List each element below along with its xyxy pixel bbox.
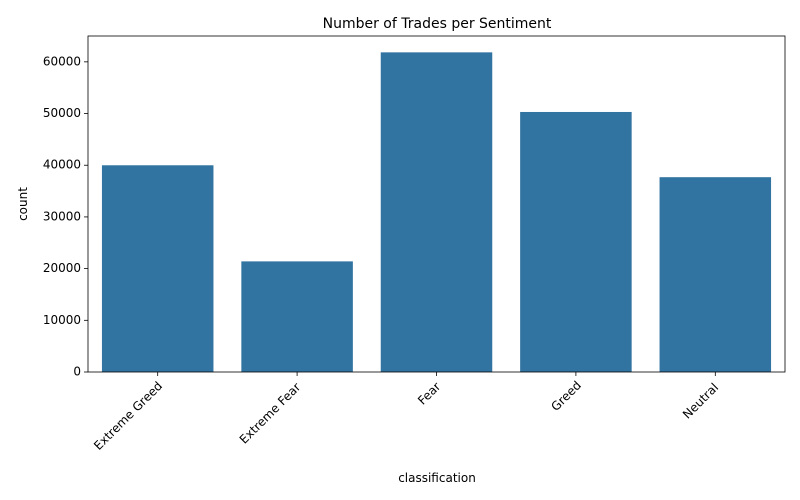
y-tick-label: 30000 xyxy=(43,209,81,223)
bar-fear xyxy=(380,52,493,372)
y-tick-label: 50000 xyxy=(43,106,81,120)
x-tick-label: Extreme Greed xyxy=(91,379,165,453)
x-axis-label: classification xyxy=(398,471,476,485)
bars-group xyxy=(101,52,772,373)
chart-title: Number of Trades per Sentiment xyxy=(323,16,552,32)
plot-frame xyxy=(87,35,786,373)
x-axis-ticks: Extreme Greed Extreme Fear Fear Greed Neutra… xyxy=(91,372,721,453)
x-tick-label: Extreme Fear xyxy=(237,380,304,447)
bar-extreme-greed xyxy=(101,165,214,372)
y-tick-label: 60000 xyxy=(43,54,81,68)
y-tick-label: 0 xyxy=(73,365,81,379)
bar-greed xyxy=(520,111,632,373)
bar-extreme-fear xyxy=(241,261,353,372)
x-tick-label: Neutral xyxy=(680,380,721,421)
x-tick-label: Greed xyxy=(548,378,584,414)
y-tick-label: 20000 xyxy=(43,261,81,275)
bar-neutral xyxy=(659,177,772,372)
y-axis-label: count xyxy=(16,187,30,221)
y-tick-label: 40000 xyxy=(43,158,81,172)
x-tick-label: Fear xyxy=(415,379,443,407)
y-axis-ticks: 0 10000 20000 30000 40000 50000 60000 xyxy=(43,54,88,379)
y-tick-label: 10000 xyxy=(43,313,81,327)
